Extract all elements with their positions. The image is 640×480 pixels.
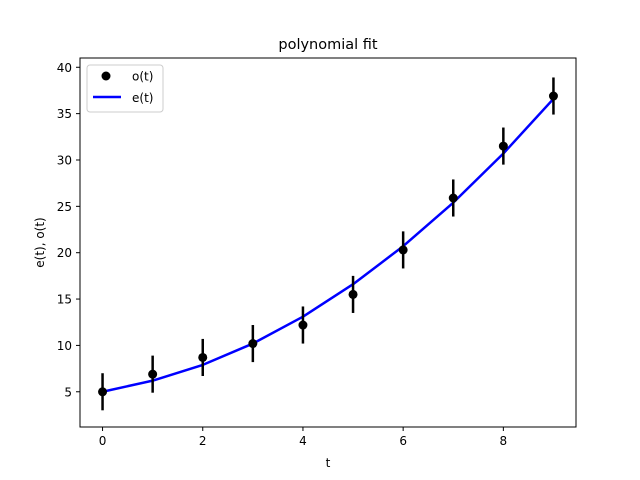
- y-tick-label: 10: [57, 339, 72, 353]
- legend-label-estimated: e(t): [132, 91, 153, 105]
- x-tick-label: 0: [99, 434, 107, 448]
- data-point-observed: [148, 369, 158, 379]
- data-point-observed: [348, 289, 358, 299]
- axes-frame: [79, 57, 577, 428]
- x-tick-label: 6: [399, 434, 407, 448]
- legend: o(t) e(t): [86, 64, 164, 113]
- x-tick-label: 8: [500, 434, 508, 448]
- legend-marker-observed: [101, 71, 111, 81]
- plot-area: [80, 58, 576, 427]
- x-axis-ticks: 0 2 4 6 8: [99, 427, 507, 448]
- data-point-observed: [298, 320, 308, 330]
- data-point-observed: [248, 339, 258, 349]
- y-tick-label: 35: [57, 107, 72, 121]
- y-tick-label: 20: [57, 246, 72, 260]
- x-tick-label: 2: [199, 434, 207, 448]
- y-tick-label: 15: [57, 293, 72, 307]
- chart-title: polynomial fit: [278, 37, 378, 53]
- series-line-estimated: [102, 97, 555, 393]
- data-point-observed: [198, 352, 208, 362]
- x-tick-label: 4: [299, 434, 307, 448]
- data-point-observed: [498, 141, 508, 151]
- data-point-observed: [98, 387, 108, 397]
- y-axis-ticks: 5 10 15 20 25 30 35 40: [57, 61, 80, 399]
- y-axis-label: e(t), o(t): [33, 217, 47, 268]
- y-tick-label: 30: [57, 153, 72, 167]
- data-point-observed: [448, 193, 458, 203]
- x-axis-label: t: [326, 456, 331, 470]
- legend-label-observed: o(t): [132, 70, 153, 84]
- series-layer: [98, 77, 558, 411]
- data-point-observed: [398, 245, 408, 255]
- y-tick-label: 25: [57, 200, 72, 214]
- data-point-observed: [548, 91, 558, 101]
- y-tick-label: 40: [57, 61, 72, 75]
- y-tick-label: 5: [64, 385, 72, 399]
